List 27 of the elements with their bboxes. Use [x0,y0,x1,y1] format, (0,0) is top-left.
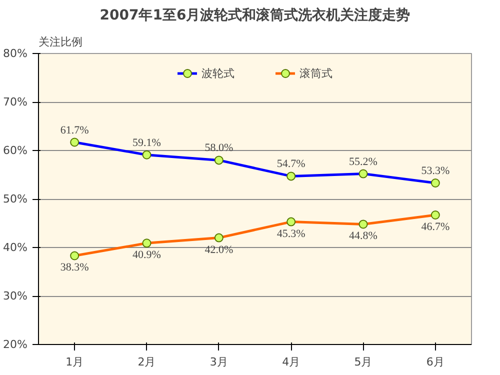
y-tick-label: 50% [3,192,28,206]
x-tick-label: 4月 [282,356,300,368]
x-tick-label: 3月 [210,356,228,368]
data-label: 55.2% [349,156,378,168]
data-label: 54.7% [276,158,306,170]
data-label: 61.7% [60,124,89,136]
data-label: 45.3% [276,228,306,240]
y-tick-label: 70% [3,96,28,108]
y-tick-label: 60% [3,144,28,157]
data-label: 59.1% [132,136,161,149]
x-tick-label: 5月 [354,356,372,368]
data-label: 53.3% [421,164,450,177]
y-tick-label: 20% [3,338,28,351]
data-label: 44.8% [349,230,378,242]
y-tick-label: 80% [3,47,28,60]
y-axis-title: 关注比例 [38,36,82,48]
y-tick-label: 40% [3,241,28,254]
legend-label: 波轮式 [202,66,234,80]
y-tick-label: 30% [3,290,28,302]
x-tick-label: 2月 [138,356,156,368]
x-tick-label: 6月 [426,356,444,368]
legend-label: 滚筒式 [300,66,332,80]
data-label: 40.9% [132,249,161,262]
data-label: 38.3% [60,262,89,274]
chart-title: 2007年1至6月波轮式和滚筒式洗衣机关注度走势 [100,6,410,24]
data-label: 46.7% [421,221,450,234]
x-tick-label: 1月 [66,356,84,368]
